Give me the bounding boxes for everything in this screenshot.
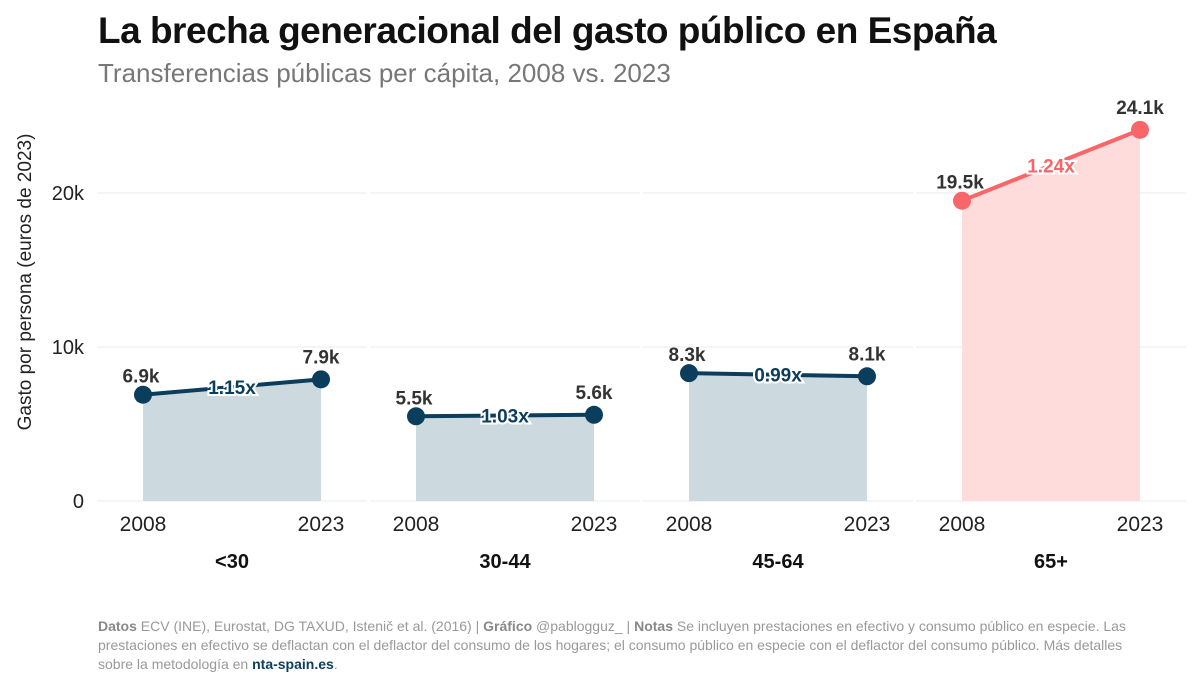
data-point <box>134 385 152 404</box>
x-tick-label: 2008 <box>120 513 167 536</box>
data-label: 6.9k <box>123 367 160 388</box>
area-fill <box>689 373 867 501</box>
panel-label: 30-44 <box>479 551 531 573</box>
y-axis-label: Gasto por persona (euros de 2023) <box>15 134 36 431</box>
ratio-label: 1.15x <box>208 378 256 399</box>
y-tick-label: 0 <box>73 491 84 513</box>
series-line <box>142 377 322 397</box>
panel-label: <30 <box>215 551 249 573</box>
area-fill <box>143 379 321 501</box>
footer-datos-text: ECV (INE), Eurostat, DG TAXUD, Istenič e… <box>136 618 484 634</box>
ratio-label: 0.99x <box>754 366 802 387</box>
chart-subtitle: Transferencias públicas per cápita, 2008… <box>98 58 671 88</box>
data-label: 5.5k <box>396 388 433 409</box>
data-label: 7.9k <box>303 347 340 368</box>
footer-notas-label: Notas <box>634 618 673 634</box>
data-point <box>1131 120 1149 139</box>
x-tick-label: 2008 <box>666 513 713 536</box>
area-fill <box>962 129 1140 502</box>
series-line <box>415 412 595 419</box>
data-label: 19.5k <box>936 173 984 194</box>
footer-grafico-label: Gráfico <box>483 618 533 634</box>
footer-end: . <box>333 656 338 672</box>
panel-label: 45-64 <box>752 551 804 573</box>
data-point <box>953 191 971 210</box>
y-tick-label: 10k <box>52 337 85 359</box>
y-tick-label: 20k <box>52 183 85 205</box>
footer-notes: Datos ECV (INE), Eurostat, DG TAXUD, Ist… <box>98 617 1158 674</box>
ratio-label: 1.24x <box>1027 156 1075 177</box>
x-tick-label: 2023 <box>1117 513 1164 536</box>
x-tick-label: 2023 <box>844 513 891 536</box>
ratio-label: 1.03x <box>481 407 529 428</box>
series-line <box>688 371 868 379</box>
data-label: 8.1k <box>849 344 886 365</box>
x-tick-label: 2023 <box>298 513 345 536</box>
data-point <box>312 370 330 389</box>
data-point <box>858 367 876 386</box>
chart-title: La brecha generacional del gasto público… <box>98 10 997 51</box>
series-line <box>961 128 1141 203</box>
footer-datos-label: Datos <box>98 618 137 634</box>
footer-link[interactable]: nta-spain.es <box>252 656 334 672</box>
data-point <box>407 407 425 426</box>
area-fill <box>416 414 594 501</box>
x-tick-label: 2008 <box>393 513 440 536</box>
data-label: 5.6k <box>576 383 613 404</box>
data-point <box>680 364 698 383</box>
data-label: 8.3k <box>669 345 706 366</box>
x-tick-label: 2008 <box>939 513 986 536</box>
footer-grafico-text: @pablogguz_ | <box>532 618 635 634</box>
x-tick-label: 2023 <box>571 513 618 536</box>
footer-notas-text: Se incluyen prestaciones en efectivo y c… <box>98 618 1126 672</box>
panel-label: 65+ <box>1034 551 1068 573</box>
data-label: 24.1k <box>1116 98 1164 119</box>
data-point <box>585 405 603 424</box>
